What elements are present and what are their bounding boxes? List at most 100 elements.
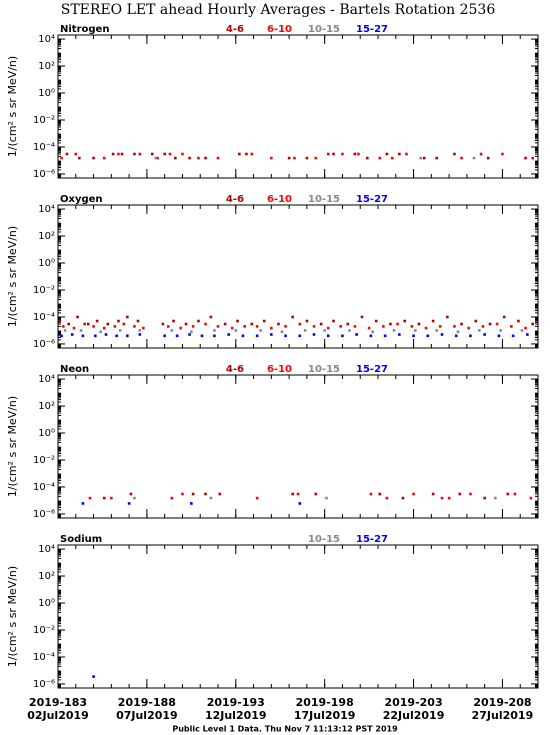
data-point <box>120 152 124 156</box>
data-point <box>389 322 392 326</box>
data-point <box>369 334 373 338</box>
data-point <box>431 319 435 323</box>
data-point <box>314 492 318 496</box>
data-point <box>513 492 517 496</box>
y-axis-label: 1/(cm² s sr MeV/n) <box>6 226 19 327</box>
data-point <box>510 325 513 328</box>
data-point <box>230 326 234 330</box>
data-point <box>190 330 193 334</box>
data-point <box>81 334 85 338</box>
legend-entry: 15-27 <box>356 24 388 35</box>
footer: Public Level 1 Data. Thu Nov 7 11:13:12 … <box>172 725 398 734</box>
data-point <box>483 496 486 500</box>
data-point <box>424 326 428 330</box>
data-point <box>76 315 79 319</box>
data-point <box>115 334 118 338</box>
data-point <box>410 325 414 328</box>
data-point <box>197 319 200 323</box>
data-point <box>453 325 456 328</box>
data-point <box>353 152 357 156</box>
data-point <box>494 496 497 500</box>
data-point <box>138 152 142 156</box>
data-point <box>440 333 444 336</box>
data-point <box>163 334 166 338</box>
data-point <box>92 325 95 328</box>
data-point <box>86 322 90 326</box>
data-point <box>460 322 463 326</box>
data-point <box>506 492 510 496</box>
y-tick-label: 10⁻² <box>33 455 55 466</box>
data-point <box>374 319 378 323</box>
data-point <box>250 152 254 156</box>
data-point <box>241 334 245 338</box>
panel-label: Neon <box>60 364 89 375</box>
data-point <box>456 330 460 334</box>
data-point <box>111 152 115 156</box>
data-point <box>526 333 529 336</box>
data-point <box>440 496 444 500</box>
y-tick-label: 10² <box>38 401 55 412</box>
data-point <box>385 152 389 156</box>
data-point <box>353 325 357 328</box>
data-point <box>154 156 158 160</box>
legend-entry: 10-15 <box>308 364 340 375</box>
data-point <box>117 319 120 323</box>
data-point <box>422 156 426 160</box>
data-point <box>197 156 200 160</box>
data-point <box>188 333 191 336</box>
y-tick-label: 10⁻⁴ <box>33 652 55 663</box>
y-tick-label: 10⁻⁶ <box>33 679 55 690</box>
data-point <box>314 156 318 160</box>
data-point <box>79 329 83 332</box>
y-tick-label: 10⁻⁶ <box>33 169 55 180</box>
data-point <box>92 156 95 160</box>
data-point <box>58 319 62 323</box>
legend-entry: 10-15 <box>308 534 340 545</box>
data-point <box>293 156 296 160</box>
data-point <box>163 152 166 156</box>
data-point <box>385 496 389 500</box>
data-point <box>204 492 207 496</box>
data-point <box>204 156 207 160</box>
data-point <box>453 152 456 156</box>
data-point <box>474 319 478 323</box>
data-point <box>501 152 504 156</box>
data-point <box>81 502 85 505</box>
data-point <box>520 329 524 332</box>
data-point <box>161 322 165 326</box>
data-point <box>403 319 406 323</box>
data-point <box>181 152 184 156</box>
data-point <box>218 492 222 496</box>
data-point <box>60 156 63 160</box>
data-point <box>259 329 262 332</box>
data-point <box>133 152 136 156</box>
legend-entry: 6-10 <box>267 24 292 35</box>
data-point <box>312 333 316 336</box>
x-tick-date: 17Jul2019 <box>294 709 356 722</box>
data-point <box>117 152 120 156</box>
data-point <box>181 492 184 496</box>
data-point <box>191 492 195 496</box>
data-point <box>150 152 154 156</box>
legend-entry: 4-6 <box>226 194 244 205</box>
data-point <box>88 496 92 500</box>
data-point <box>102 156 106 160</box>
data-point <box>250 322 254 326</box>
data-point <box>390 156 394 160</box>
data-point <box>531 156 534 160</box>
data-point <box>479 152 483 156</box>
x-tick-label: 2019-208 <box>473 696 531 709</box>
data-point <box>95 319 99 323</box>
legend-entry: 4-6 <box>226 364 244 375</box>
x-tick-date: 27Jul2019 <box>472 709 534 722</box>
data-point <box>213 329 216 332</box>
x-tick-label: 2019-193 <box>207 696 265 709</box>
y-tick-label: 10⁻⁶ <box>33 509 55 520</box>
data-point <box>60 334 63 338</box>
data-point <box>369 492 373 496</box>
data-point <box>113 325 117 328</box>
data-point <box>469 492 472 496</box>
data-point <box>312 325 316 328</box>
data-point <box>156 156 159 160</box>
data-point <box>517 319 520 323</box>
